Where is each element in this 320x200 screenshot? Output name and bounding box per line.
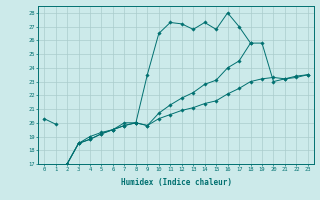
X-axis label: Humidex (Indice chaleur): Humidex (Indice chaleur) — [121, 178, 231, 187]
